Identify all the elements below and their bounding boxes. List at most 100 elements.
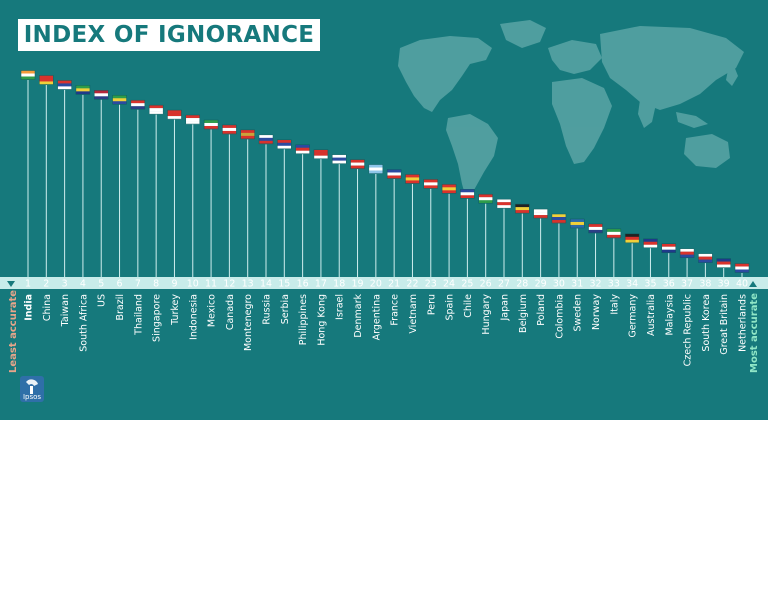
- rank-label: 33: [608, 279, 620, 290]
- flag-icon: [368, 164, 384, 174]
- rank-label: 14: [260, 279, 272, 290]
- rank-label: 21: [388, 279, 400, 290]
- flag-icon: [441, 184, 457, 194]
- country-label: Netherlands: [738, 294, 749, 352]
- rank-label: 26: [480, 279, 492, 290]
- country-label: Spain: [445, 294, 456, 321]
- country-label: China: [42, 294, 53, 321]
- rank-label: 5: [98, 279, 104, 290]
- country-label: US: [97, 294, 108, 307]
- country-label: Israel: [335, 294, 346, 320]
- rank-label: 30: [553, 279, 565, 290]
- flag-icon: [679, 248, 695, 258]
- flag-icon: [405, 174, 420, 184]
- rank-label: 3: [62, 279, 68, 290]
- rank-label: 9: [171, 279, 177, 290]
- rank-label: 23: [425, 279, 437, 290]
- country-label: Argentina: [371, 294, 382, 340]
- country-label: Norway: [591, 294, 602, 330]
- country-label: Italy: [609, 294, 620, 315]
- rank-label: 12: [223, 279, 235, 290]
- country-label: Great Britain: [719, 294, 730, 355]
- flag-icon: [716, 258, 731, 268]
- triangle-down-icon: [7, 281, 15, 287]
- flag-icon: [624, 233, 640, 244]
- rank-label: 4: [80, 279, 86, 290]
- country-label: Germany: [628, 294, 639, 338]
- rank-label: 37: [681, 279, 693, 290]
- flag-icon: [569, 218, 585, 229]
- title-box: INDEX OF IGNORANCE: [18, 19, 320, 51]
- flag-icon: [460, 189, 475, 199]
- rank-label: 8: [153, 279, 159, 290]
- country-label: Malaysia: [664, 294, 675, 336]
- rank-label: 27: [498, 279, 510, 290]
- rank-label: 25: [461, 279, 473, 290]
- rank-label: 6: [117, 279, 123, 290]
- country-label: Singapore: [152, 294, 163, 342]
- rank-label: 35: [644, 279, 656, 290]
- country-label: Russia: [262, 294, 273, 325]
- flag-icon: [222, 124, 237, 135]
- country-label: Poland: [536, 294, 547, 326]
- flag-icon: [386, 169, 402, 179]
- flag-icon: [148, 104, 164, 115]
- country-label: Serbia: [280, 294, 291, 324]
- rank-label: 7: [135, 279, 141, 290]
- rank-label: 2: [43, 279, 49, 290]
- flag-icon: [496, 198, 512, 209]
- flag-icon: [661, 243, 677, 253]
- flag-icon: [551, 213, 567, 224]
- flag-icon: [203, 119, 219, 130]
- country-label: South Africa: [78, 294, 89, 352]
- flag-icon: [515, 203, 530, 214]
- flag-icon: [167, 109, 182, 120]
- rank-label: 36: [663, 279, 675, 290]
- rank-label: 34: [626, 279, 638, 290]
- flag-icon: [295, 144, 310, 154]
- rank-label: 16: [297, 279, 309, 290]
- flag-icon: [331, 154, 347, 164]
- flag-icon: [478, 193, 493, 204]
- flag-icon: [423, 179, 439, 189]
- rank-label: 40: [736, 279, 748, 290]
- ipsos-logo-text: Ipsos: [22, 393, 42, 401]
- most-accurate-label: Most accurate: [749, 293, 760, 373]
- country-label: Thailand: [133, 294, 144, 336]
- rank-label: 20: [370, 279, 382, 290]
- country-label: Chile: [463, 294, 474, 318]
- flag-icon: [606, 228, 622, 239]
- rank-label: 28: [516, 279, 528, 290]
- rank-label: 17: [315, 279, 327, 290]
- rank-label: 39: [718, 279, 730, 290]
- flag-icon: [75, 85, 91, 95]
- rank-label: 11: [205, 279, 217, 290]
- rank-label: 32: [589, 279, 601, 290]
- country-label: Turkey: [170, 294, 181, 326]
- flag-icon: [277, 139, 292, 150]
- world-map-icon: [398, 20, 744, 198]
- country-label: Mexico: [207, 294, 218, 327]
- flag-icon: [20, 70, 36, 80]
- flag-icon: [57, 80, 72, 90]
- rank-label: 24: [443, 279, 455, 290]
- country-label: Australia: [646, 294, 657, 336]
- country-label: South Korea: [701, 294, 712, 352]
- flag-icon: [698, 253, 713, 263]
- rank-label: 22: [406, 279, 418, 290]
- rank-label: 13: [242, 279, 254, 290]
- rank-label: 10: [187, 279, 199, 290]
- flag-icon: [313, 149, 329, 159]
- country-label: Czech Republic: [683, 294, 694, 366]
- flag-icon: [93, 90, 109, 100]
- chart-title: INDEX OF IGNORANCE: [23, 22, 315, 48]
- axis-band: [0, 277, 768, 289]
- least-accurate-label: Least accurate: [8, 290, 19, 373]
- country-label: Hong Kong: [316, 294, 327, 346]
- ranking-chart: 1 2 3 4 5 6 7 8 9 10 11 12 13 14 15 16 17 18 19 20 21 22 23 24 2…: [0, 70, 768, 373]
- country-label: Vietnam: [408, 294, 419, 334]
- rank-label: 38: [699, 279, 711, 290]
- flag-icon: [240, 129, 255, 140]
- rank-label: 1: [25, 279, 31, 290]
- flag-icon: [112, 94, 127, 105]
